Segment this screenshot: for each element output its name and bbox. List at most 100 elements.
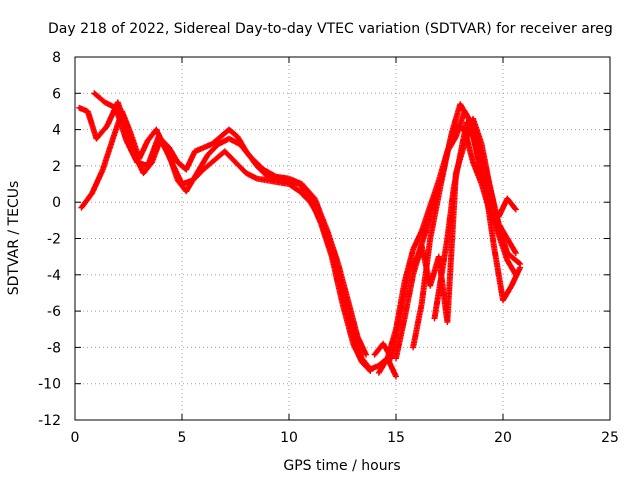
data-markers — [325, 229, 341, 266]
data-markers — [166, 153, 181, 182]
y-tick-label: -12 — [38, 413, 61, 429]
data-markers — [401, 273, 416, 320]
y-tick-label: -4 — [47, 268, 61, 284]
data-markers — [237, 142, 253, 159]
data-markers — [410, 302, 425, 349]
data-point — [512, 206, 519, 213]
data-markers — [194, 153, 210, 175]
data-markers — [222, 149, 238, 165]
data-markers — [100, 135, 116, 171]
data-markers — [496, 222, 510, 241]
data-markers — [436, 149, 451, 197]
data-markers — [479, 171, 493, 211]
y-tick-label: 2 — [52, 159, 61, 175]
data-markers — [244, 170, 259, 181]
data-markers — [94, 124, 110, 141]
data-markers — [444, 124, 459, 153]
data-markers — [103, 100, 118, 111]
data-point — [512, 271, 519, 278]
data-markers — [438, 237, 451, 280]
data-markers — [308, 197, 324, 226]
y-axis-label: SDTVAR / TECUs — [6, 181, 22, 296]
data-markers — [393, 316, 408, 360]
data-markers — [248, 154, 266, 172]
data-markers — [201, 158, 216, 172]
data-markers — [227, 136, 242, 147]
series-track-8 — [431, 119, 519, 322]
y-tick-label: 4 — [52, 123, 61, 139]
data-point — [363, 351, 370, 358]
data-markers — [410, 229, 424, 251]
data-markers — [115, 100, 129, 128]
data-markers — [418, 237, 433, 306]
data-markers — [505, 236, 519, 255]
data-markers — [205, 142, 221, 157]
data-markers — [427, 193, 442, 240]
data-markers — [376, 356, 390, 375]
data-markers — [227, 127, 240, 139]
x-tick-label: 10 — [280, 430, 298, 446]
data-markers — [496, 233, 510, 262]
data-markers — [329, 255, 346, 306]
data-markers — [287, 181, 302, 194]
data-markers — [427, 178, 442, 208]
x-tick-label: 15 — [387, 430, 405, 446]
data-point — [367, 367, 374, 374]
data-markers — [451, 153, 463, 190]
data-markers — [156, 135, 172, 157]
x-tick-label: 25 — [601, 430, 619, 446]
x-tick-label: 5 — [178, 430, 187, 446]
data-markers — [312, 197, 330, 233]
data-markers — [92, 91, 107, 105]
data-markers — [470, 131, 485, 175]
data-markers — [496, 197, 510, 219]
data-markers — [444, 186, 457, 240]
data-markers — [359, 360, 373, 373]
data-markers — [470, 117, 485, 146]
data-markers — [401, 247, 416, 284]
data-markers — [350, 342, 365, 364]
data-markers — [513, 258, 523, 266]
data-markers — [339, 302, 356, 346]
data-markers — [487, 208, 502, 237]
x-axis-label: GPS time / hours — [283, 458, 400, 474]
data-markers — [505, 258, 519, 277]
data-markers — [318, 222, 335, 259]
data-markers — [184, 171, 200, 193]
data-layer — [76, 90, 524, 380]
data-markers — [464, 120, 476, 135]
grid — [75, 57, 610, 420]
x-tick-label: 0 — [71, 430, 80, 446]
data-markers — [355, 334, 369, 357]
data-markers — [233, 160, 249, 176]
y-tick-label: 8 — [52, 50, 61, 66]
data-point — [517, 260, 524, 267]
data-markers — [384, 327, 399, 360]
series-track-3 — [91, 90, 370, 358]
data-markers — [419, 204, 433, 233]
data-markers — [89, 167, 106, 195]
y-tick-label: 0 — [52, 195, 61, 211]
data-markers — [124, 138, 140, 164]
data-markers — [299, 182, 317, 201]
data-markers — [145, 135, 161, 168]
data-markers — [346, 302, 361, 338]
data-point — [512, 250, 519, 257]
x-tick-label: 20 — [494, 430, 512, 446]
data-markers — [113, 106, 129, 142]
y-tick-label: -10 — [38, 377, 61, 393]
data-markers — [136, 138, 151, 161]
y-tick-label: -2 — [47, 232, 61, 248]
data-markers — [335, 262, 352, 306]
y-tick-label: -6 — [47, 304, 61, 320]
data-markers — [166, 146, 180, 164]
data-markers — [431, 277, 444, 320]
data-markers — [79, 191, 95, 210]
y-tick-label: 6 — [52, 86, 61, 102]
data-markers — [183, 149, 198, 172]
data-markers — [478, 142, 493, 190]
chart-title: Day 218 of 2022, Sidereal Day-to-day VTE… — [48, 21, 613, 37]
